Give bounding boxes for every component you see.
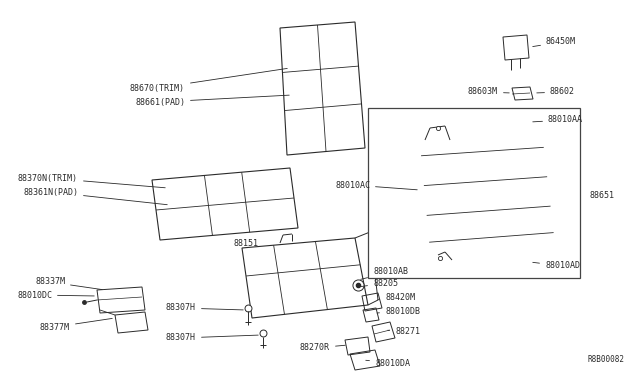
- Text: 88205: 88205: [361, 279, 398, 288]
- Text: 88307H: 88307H: [166, 304, 243, 312]
- Text: 88602: 88602: [537, 87, 575, 96]
- Text: 88307H: 88307H: [166, 334, 258, 343]
- Text: 88377M: 88377M: [40, 318, 112, 331]
- Text: 88670(TRIM): 88670(TRIM): [130, 68, 287, 93]
- Text: 88420M: 88420M: [378, 294, 415, 302]
- Text: 88010DC: 88010DC: [17, 291, 94, 299]
- Text: 88010AC: 88010AC: [335, 180, 417, 190]
- Text: 88010DB: 88010DB: [377, 307, 420, 315]
- Text: 88603M: 88603M: [468, 87, 509, 96]
- Text: R8B00082: R8B00082: [588, 356, 625, 365]
- Text: 88270R: 88270R: [300, 343, 345, 353]
- Text: 88361N(PAD): 88361N(PAD): [23, 187, 167, 205]
- Bar: [368, 108, 580, 278]
- Text: 88337M: 88337M: [35, 278, 102, 289]
- Text: 88010DA: 88010DA: [366, 359, 410, 368]
- Text: 88271: 88271: [388, 327, 420, 337]
- Text: 88661(PAD): 88661(PAD): [135, 95, 289, 106]
- Text: 88010AB: 88010AB: [361, 267, 408, 279]
- Text: 88370N(TRIM): 88370N(TRIM): [18, 173, 165, 188]
- Text: 88010AD: 88010AD: [532, 262, 580, 270]
- Text: 88151: 88151: [233, 238, 258, 247]
- Text: 88010AA: 88010AA: [532, 115, 583, 125]
- Text: 88651: 88651: [590, 190, 615, 199]
- Text: 86450M: 86450M: [532, 38, 576, 46]
